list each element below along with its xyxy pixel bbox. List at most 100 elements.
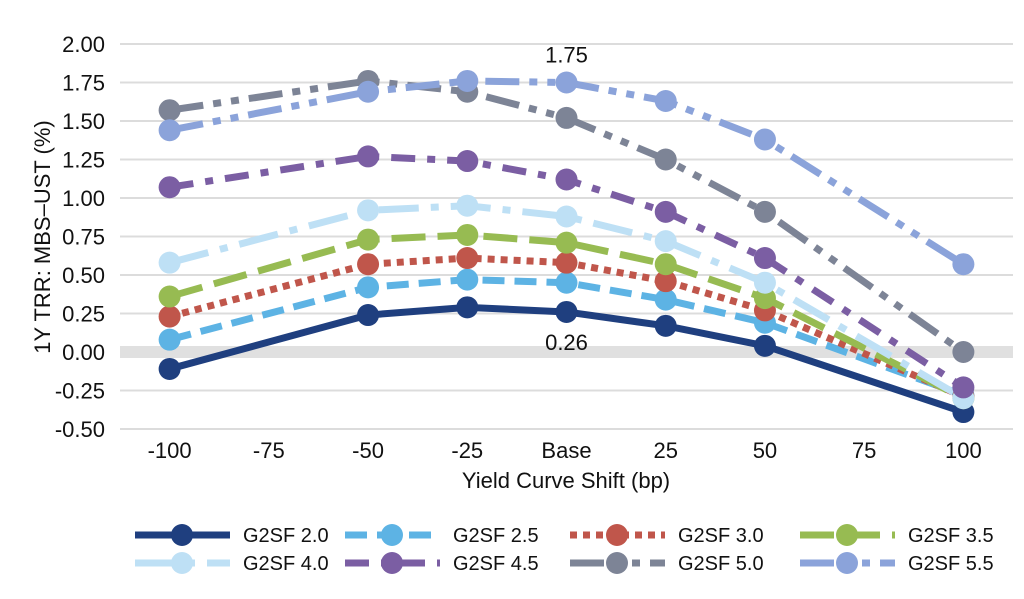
data-point [654,314,677,337]
legend-swatch-marker [836,552,858,574]
legend-label: G2SF 5.5 [908,553,994,575]
data-point [158,99,181,122]
data-point [456,150,479,173]
data-point [952,253,975,276]
y-axis-title: 1Y TRR: MBS–UST (%) [30,120,55,354]
x-tick-label: -75 [253,438,285,463]
legend-swatch-marker [836,524,858,546]
data-point [654,200,677,223]
x-tick-label: 75 [852,438,876,463]
legend-swatch-marker [381,524,403,546]
data-point [357,80,380,103]
x-tick-label: 25 [653,438,677,463]
legend-item: G2SF 2.0 [135,524,329,547]
data-point [357,228,380,251]
y-tick-label: -0.25 [55,379,105,404]
series-line [168,303,965,416]
data-point [654,148,677,171]
data-point [654,89,677,112]
data-label: 0.26 [545,330,588,355]
data-point [456,296,479,319]
legend-item: G2SF 3.0 [570,524,764,547]
data-point [753,200,776,223]
annotations: 1.75 0.26 [545,43,588,355]
legend-item: G2SF 5.0 [570,552,764,575]
legend-swatch-marker [606,552,628,574]
data-point [158,328,181,351]
data-point [456,223,479,246]
y-tick-label: 0.75 [62,225,105,250]
data-point [555,71,578,94]
series-g2sf-5-0 [158,69,975,363]
data-point [654,253,677,276]
legend-label: G2SF 5.0 [678,553,764,575]
y-tick-label: 1.50 [62,109,105,134]
data-point [555,231,578,254]
legend-swatch-marker [171,524,193,546]
y-tick-label: 1.00 [62,186,105,211]
x-axis-ticks: -100 -75 -50 -25 Base 25 50 75 100 [148,438,982,463]
x-tick-label: 100 [945,438,982,463]
data-point [357,145,380,168]
legend-swatch-marker [606,524,628,546]
data-point [357,304,380,327]
legend-swatch-marker [171,552,193,574]
data-point [952,376,975,399]
data-point [555,251,578,274]
data-point [158,251,181,274]
series-g2sf-4-5 [158,145,975,399]
legend-label: G2SF 2.0 [243,525,329,547]
x-tick-label: Base [541,438,591,463]
y-tick-label: 0.25 [62,302,105,327]
y-axis-ticks: 2.00 1.75 1.50 1.25 1.00 0.75 0.50 0.25 0.00 -0.2… [55,32,105,442]
data-point [555,300,578,323]
data-point [654,230,677,253]
data-point [456,268,479,291]
x-axis-title: Yield Curve Shift (bp) [462,468,670,493]
legend-swatch-marker [381,552,403,574]
data-point [158,285,181,308]
data-point [753,247,776,270]
data-point [158,176,181,199]
data-point [952,341,975,363]
data-point [654,270,677,293]
legend-item: G2SF 2.5 [345,524,539,547]
legend-label: G2SF 4.0 [243,553,329,575]
legend-label: G2SF 2.5 [453,525,539,547]
series-g2sf-2-0 [158,296,975,424]
y-tick-label: 0.00 [62,340,105,365]
legend-label: G2SF 4.5 [453,553,539,575]
data-point [158,305,181,328]
x-tick-label: -25 [451,438,483,463]
legend: G2SF 2.0 G2SF 2.5 G2SF 3.0 G2SF 3.5 G2SF 4.0… [135,524,994,575]
legend-item: G2SF 5.5 [800,552,994,575]
x-tick-label: 50 [753,438,777,463]
data-point [158,119,181,142]
data-point [753,334,776,357]
data-point [753,271,776,294]
data-point [753,287,776,310]
data-point [555,106,578,129]
x-tick-label: -50 [352,438,384,463]
legend-label: G2SF 3.0 [678,525,764,547]
data-point [753,128,776,151]
y-tick-label: -0.50 [55,417,105,442]
data-point [456,247,479,270]
data-point [654,288,677,311]
data-point [456,69,479,92]
data-point [158,357,181,380]
series-group [158,69,975,424]
data-point [456,194,479,217]
series-g2sf-5-5 [158,69,975,276]
y-tick-label: 1.25 [62,148,105,173]
y-tick-label: 0.50 [62,263,105,288]
data-point [357,276,380,299]
data-point [357,253,380,276]
data-label: 1.75 [545,43,588,68]
data-point [555,168,578,191]
legend-item: G2SF 3.5 [800,524,994,547]
legend-item: G2SF 4.0 [135,552,329,575]
legend-label: G2SF 3.5 [908,525,994,547]
y-tick-label: 2.00 [62,32,105,57]
